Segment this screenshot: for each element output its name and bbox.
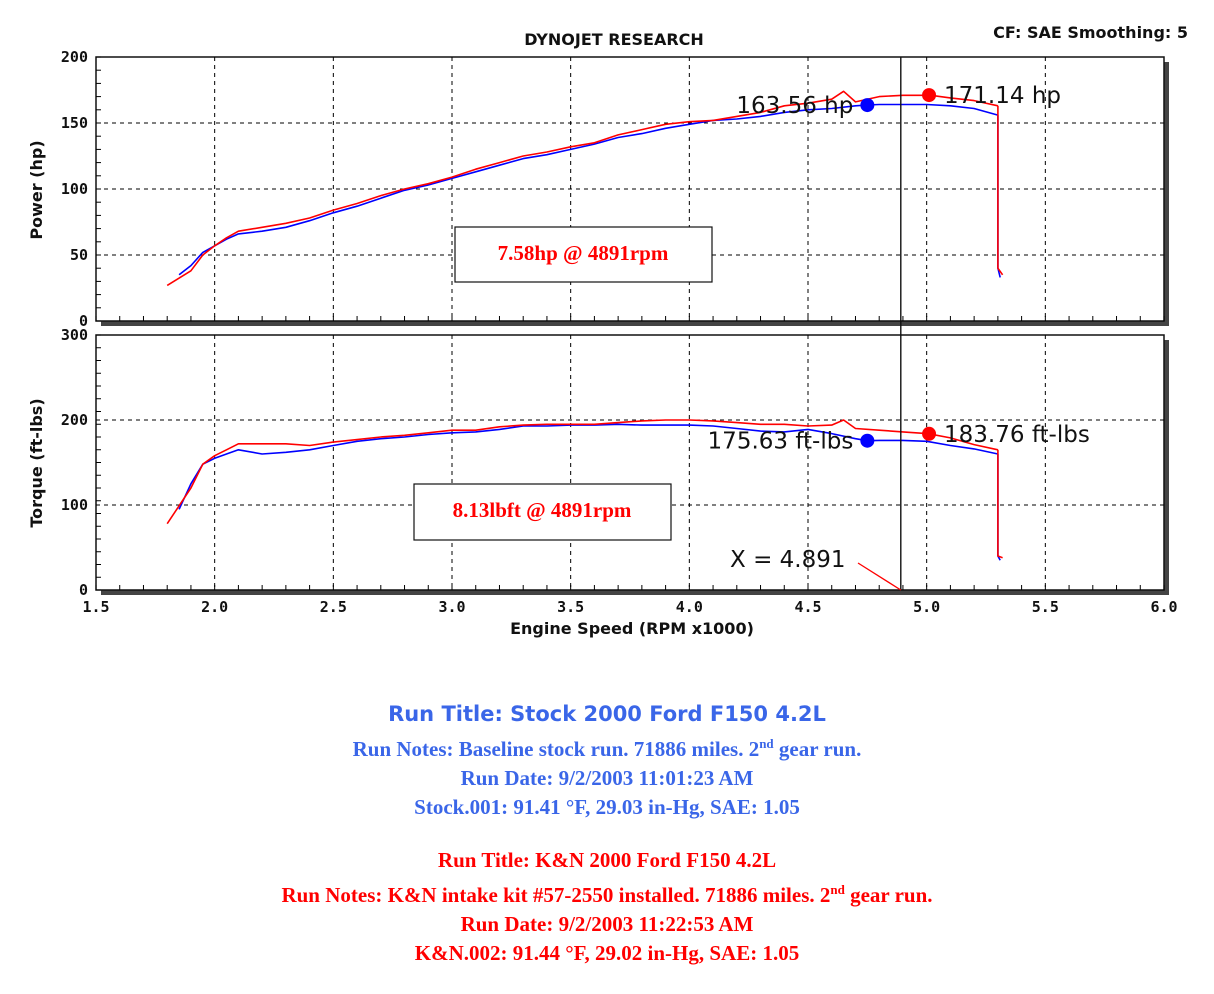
power-peak-markers: 163.56 hp 171.14 hp (736, 83, 1061, 119)
y-tick-label: 300 (61, 326, 88, 344)
y-tick-label: 0 (79, 581, 88, 599)
kn-rpm-drop-line (997, 105, 1004, 276)
x-axis-label: Engine Speed (RPM x1000) (510, 619, 754, 638)
y-tick-label: 0 (79, 312, 88, 330)
power-y-axis-label: Power (hp) (27, 140, 46, 239)
kn-peak-marker (922, 88, 937, 103)
power-gain-label: 7.58hp @ 4891rpm (498, 241, 669, 265)
power-y-ticks: 0 50 100 150 200 (61, 48, 88, 330)
torque-peak-markers: 175.63 ft-lbs 183.76 ft-lbs (708, 422, 1090, 455)
stock-run-info: Run Title: Stock 2000 Ford F150 4.2L Run… (0, 700, 1214, 822)
kn-run-title: Run Title: K&N 2000 Ford F150 4.2L (437, 848, 777, 872)
chart-title: DYNOJET RESEARCH (524, 30, 704, 49)
x-axis-ticks: 1.5 2.0 2.5 3.0 3.5 4.0 4.5 5.0 5.5 6.0 (82, 598, 1177, 616)
kn-run-conditions: K&N.002: 91.44 °F, 29.02 in-Hg, SAE: 1.0… (414, 941, 800, 965)
stock-peak-marker (860, 98, 875, 113)
y-tick-label: 200 (61, 411, 88, 429)
x-tick-label: 5.5 (1032, 598, 1059, 616)
stock-peak-label: 175.63 ft-lbs (708, 429, 854, 455)
chart-settings: CF: SAE Smoothing: 5 (993, 23, 1188, 42)
dyno-chart: DYNOJET RESEARCH CF: SAE Smoothing: 5 0 5… (27, 23, 1188, 638)
kn-run-info: Run Title: K&N 2000 Ford F150 4.2L Run N… (0, 846, 1214, 968)
stock-run-notes-text: Run Notes: Baseline stock run. 71886 mil… (352, 737, 760, 761)
x-tick-label: 2.0 (201, 598, 228, 616)
torque-y-axis-label: Torque (ft-lbs) (27, 398, 46, 527)
cursor-pointer-line (857, 562, 902, 591)
kn-peak-marker (922, 426, 937, 441)
stock-peak-label: 163.56 hp (736, 93, 853, 119)
y-tick-label: 150 (61, 114, 88, 132)
power-gain-box: 7.58hp @ 4891rpm (454, 226, 713, 283)
stock-run-conditions: Stock.001: 91.41 °F, 29.03 in-Hg, SAE: 1… (414, 795, 800, 819)
x-tick-label: 3.5 (557, 598, 584, 616)
torque-gain-box: 8.13lbft @ 4891rpm (413, 483, 672, 541)
kn-run-notes-text: Run Notes: K&N intake kit #57-2550 insta… (281, 883, 831, 907)
y-tick-label: 100 (61, 180, 88, 198)
stock-run-date: Run Date: 9/2/2003 11:01:23 AM (460, 766, 754, 790)
kn-peak-label: 183.76 ft-lbs (944, 422, 1090, 448)
kn-peak-label: 171.14 hp (944, 83, 1061, 109)
torque-panel: 0 100 200 300 Torque (ft-lbs) 8.13lbft @ 48… (27, 326, 1169, 599)
x-tick-label: 4.0 (676, 598, 703, 616)
stock-run-title: Run Title: Stock 2000 Ford F150 4.2L (388, 702, 826, 726)
x-tick-label: 2.5 (320, 598, 347, 616)
run-info: Run Title: Stock 2000 Ford F150 4.2L Run… (0, 700, 1214, 968)
torque-panel-frame (95, 334, 1165, 591)
stock-run-notes-tail: gear run. (773, 737, 862, 761)
x-tick-label: 5.0 (913, 598, 940, 616)
kn-run-notes-tail: gear run. (844, 883, 933, 907)
y-tick-label: 50 (70, 246, 88, 264)
kn-series-line (166, 419, 999, 525)
kn-run-notes: Run Notes: K&N intake kit #57-2550 insta… (0, 875, 1214, 910)
stock-run-notes: Run Notes: Baseline stock run. 71886 mil… (0, 729, 1214, 764)
torque-grid (95, 334, 1165, 591)
torque-gain-label: 8.13lbft @ 4891rpm (453, 498, 632, 522)
x-tick-label: 3.0 (438, 598, 465, 616)
stock-run-notes-sup: nd (759, 736, 774, 751)
x-tick-label: 6.0 (1150, 598, 1177, 616)
kn-run-date: Run Date: 9/2/2003 11:22:53 AM (460, 912, 754, 936)
torque-y-ticks: 0 100 200 300 (61, 326, 88, 599)
cursor-x-label: X = 4.891 (730, 547, 846, 573)
stock-peak-marker (860, 433, 875, 448)
y-tick-label: 200 (61, 48, 88, 66)
kn-rpm-drop-line (997, 449, 1003, 559)
x-tick-label: 4.5 (794, 598, 821, 616)
kn-run-notes-sup: nd (830, 882, 845, 897)
power-panel: 0 50 100 150 200 Power (hp) 7.58hp @ 4891rpm… (27, 48, 1169, 330)
x-tick-label: 1.5 (82, 598, 109, 616)
y-tick-label: 100 (61, 496, 88, 514)
